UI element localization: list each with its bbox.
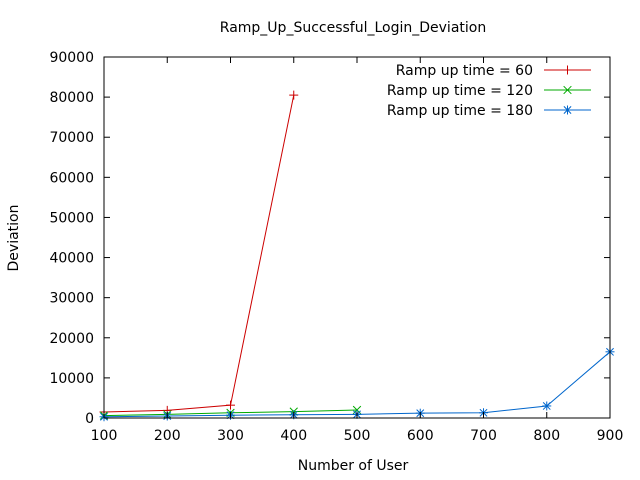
data-point-series-1 [289,90,299,100]
x-tick-label: 800 [533,428,560,444]
y-tick-label: 50000 [49,210,94,226]
x-tick-label: 200 [154,428,181,444]
y-tick-label: 40000 [49,251,94,267]
y-tick-label: 20000 [49,331,94,347]
x-tick-label: 900 [597,428,624,444]
chart-title: Ramp_Up_Successful_Login_Deviation [220,20,486,36]
legend-marker-2 [563,85,572,95]
x-tick-label: 100 [91,428,118,444]
x-tick-label: 300 [217,428,244,444]
y-tick-label: 80000 [49,90,94,106]
labels: 100 200 300 400 500 600 700 800 900 0 10000 20000 30… [49,50,623,444]
plot-frame [103,56,611,419]
legend-label-3: Ramp up time = 180 [387,103,533,119]
y-tick-label: 90000 [49,50,94,66]
series-line-3 [103,351,611,418]
y-tick-label: 60000 [49,170,94,186]
plot-area [99,90,615,422]
x-tick-label: 400 [280,428,307,444]
legend-label-1: Ramp up time = 60 [396,63,533,79]
legend-marker-1 [563,65,572,75]
x-tick-label: 500 [344,428,371,444]
y-tick-label: 30000 [49,291,94,307]
x-axis-title: Number of User [298,458,409,474]
x-tick-label: 600 [407,428,434,444]
data-point-series-3 [542,401,552,411]
legend: Ramp up time = 60 Ramp up time = 120 Ramp … [387,63,591,119]
x-tick-label: 700 [470,428,497,444]
series-line-1 [103,95,295,413]
y-tick-label: 0 [85,411,94,427]
axes [103,56,611,419]
data-point-series-1 [226,400,235,410]
y-axis-title: Deviation [6,205,22,272]
legend-marker-3 [563,105,572,115]
legend-label-2: Ramp up time = 120 [387,83,533,99]
y-tick-label: 10000 [49,371,94,387]
y-tick-label: 70000 [49,130,94,146]
